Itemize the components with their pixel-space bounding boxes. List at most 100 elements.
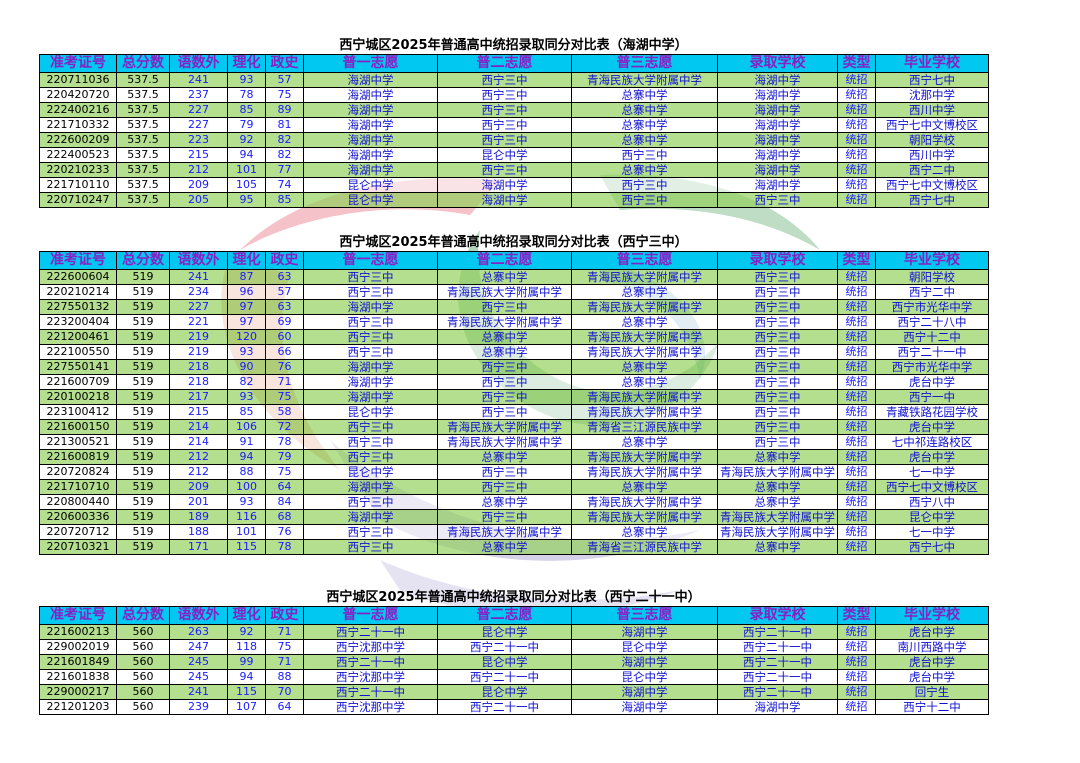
third-choice-cell: 青海民族大学附属中学 (571, 509, 718, 525)
admitted-school-cell: 西宁三中 (717, 389, 838, 405)
physics-chem-cell: 82 (227, 374, 266, 390)
chinese-math-english-cell: 209 (169, 177, 228, 193)
admitted-school-cell: 西宁三中 (717, 344, 838, 360)
admitted-school-cell: 西宁三中 (717, 269, 838, 285)
total-score-cell: 519 (116, 419, 170, 435)
type-cell: 统招 (837, 314, 876, 330)
table-title: 西宁城区2025年普通高中统招录取同分对比表（海湖中学） (339, 38, 688, 53)
third-choice-cell: 青海民族大学附属中学 (571, 72, 718, 88)
third-choice-cell: 总寨中学 (571, 117, 718, 133)
total-score-cell: 519 (116, 344, 170, 360)
type-cell: 统招 (837, 699, 876, 715)
chinese-math-english-cell: 247 (169, 639, 228, 655)
table-row: 221201203 560 239 107 64 西宁沈那中学 西宁二十一中 海湖中学 海湖中学… (39, 699, 989, 715)
total-score-cell: 537.5 (116, 87, 170, 103)
second-choice-cell: 西宁二十一中 (437, 639, 572, 655)
type-cell: 统招 (837, 359, 876, 375)
type-cell: 统招 (837, 284, 876, 300)
table-row: 221600150 519 214 106 72 西宁三中 青海民族大学附属中学 青海省三江源… (39, 419, 989, 435)
third-choice-cell: 青海省三江源民族中学 (571, 419, 718, 435)
exam-id-cell: 220210233 (39, 162, 117, 178)
second-choice-cell: 西宁三中 (437, 299, 572, 315)
third-choice-cell: 总寨中学 (571, 132, 718, 148)
third-choice-cell: 总寨中学 (571, 284, 718, 300)
second-choice-cell: 西宁三中 (437, 72, 572, 88)
column-header: 录取学校 (717, 251, 838, 270)
total-score-cell: 519 (116, 389, 170, 405)
table-row: 220100218 519 217 93 75 海湖中学 西宁三中 青海民族大学附属中学 西宁三… (39, 389, 989, 405)
second-choice-cell: 西宁三中 (437, 509, 572, 525)
physics-chem-cell: 92 (227, 624, 266, 640)
physics-chem-cell: 97 (227, 299, 266, 315)
graduate-school-cell: 西宁八中 (875, 494, 989, 510)
table-row: 227550141 519 218 90 76 海湖中学 西宁三中 总寨中学 西宁三中 统招 西宁市… (39, 359, 989, 375)
graduate-school-cell: 南川西路中学 (875, 639, 989, 655)
column-header: 普二志愿 (437, 606, 572, 625)
column-header: 准考证号 (39, 606, 117, 625)
first-choice-cell: 海湖中学 (303, 359, 438, 375)
third-choice-cell: 青海民族大学附属中学 (571, 449, 718, 465)
type-cell: 统招 (837, 87, 876, 103)
politics-history-cell: 82 (265, 132, 304, 148)
exam-id-cell: 221601849 (39, 654, 117, 670)
third-choice-cell: 青海民族大学附属中学 (571, 404, 718, 420)
exam-id-cell: 221710332 (39, 117, 117, 133)
third-choice-cell: 海湖中学 (571, 699, 718, 715)
total-score-cell: 537.5 (116, 147, 170, 163)
type-cell: 统招 (837, 72, 876, 88)
physics-chem-cell: 120 (227, 329, 266, 345)
physics-chem-cell: 94 (227, 449, 266, 465)
politics-history-cell: 88 (265, 669, 304, 685)
graduate-school-cell: 西宁十二中 (875, 699, 989, 715)
physics-chem-cell: 99 (227, 654, 266, 670)
exam-id-cell: 223200404 (39, 314, 117, 330)
admitted-school-cell: 海湖中学 (717, 117, 838, 133)
graduate-school-cell: 西宁二十一中 (875, 344, 989, 360)
second-choice-cell: 西宁二十一中 (437, 699, 572, 715)
chinese-math-english-cell: 227 (169, 299, 228, 315)
politics-history-cell: 84 (265, 494, 304, 510)
type-cell: 统招 (837, 434, 876, 450)
politics-history-cell: 68 (265, 509, 304, 525)
physics-chem-cell: 93 (227, 389, 266, 405)
third-choice-cell: 海湖中学 (571, 654, 718, 670)
column-header: 语数外 (169, 251, 228, 270)
exam-id-cell: 220210214 (39, 284, 117, 300)
column-header: 普三志愿 (571, 251, 718, 270)
table-row: 220210233 537.5 212 101 77 海湖中学 西宁三中 总寨中学 海湖中学 统招… (39, 162, 989, 178)
second-choice-cell: 青海民族大学附属中学 (437, 419, 572, 435)
second-choice-cell: 西宁三中 (437, 102, 572, 118)
table-row: 220420720 537.5 237 78 75 海湖中学 西宁三中 总寨中学 海湖中学 统招沈… (39, 87, 989, 103)
total-score-cell: 519 (116, 299, 170, 315)
physics-chem-cell: 96 (227, 284, 266, 300)
first-choice-cell: 海湖中学 (303, 117, 438, 133)
total-score-cell: 519 (116, 284, 170, 300)
type-cell: 统招 (837, 102, 876, 118)
column-header: 录取学校 (717, 54, 838, 73)
graduate-school-cell: 虎台中学 (875, 449, 989, 465)
type-cell: 统招 (837, 299, 876, 315)
table-row: 220800440 519 201 93 84 西宁三中 总寨中学 青海民族大学附属中学 总寨中… (39, 494, 989, 510)
exam-id-cell: 222400523 (39, 147, 117, 163)
type-cell: 统招 (837, 192, 876, 208)
physics-chem-cell: 107 (227, 699, 266, 715)
politics-history-cell: 71 (265, 374, 304, 390)
header-row: 准考证号 总分数 语数外 理化 政史 普一志愿 普二志愿 普三志愿 录取学校 类型 毕业学校 (39, 54, 989, 73)
physics-chem-cell: 118 (227, 639, 266, 655)
second-choice-cell: 总寨中学 (437, 344, 572, 360)
physics-chem-cell: 115 (227, 684, 266, 700)
graduate-school-cell: 西宁七中 (875, 539, 989, 555)
exam-id-cell: 229000217 (39, 684, 117, 700)
type-cell: 统招 (837, 524, 876, 540)
politics-history-cell: 81 (265, 117, 304, 133)
second-choice-cell: 西宁三中 (437, 359, 572, 375)
chinese-math-english-cell: 217 (169, 389, 228, 405)
total-score-cell: 537.5 (116, 117, 170, 133)
admitted-school-cell: 西宁三中 (717, 284, 838, 300)
column-header: 政史 (265, 606, 304, 625)
chinese-math-english-cell: 209 (169, 479, 228, 495)
total-score-cell: 560 (116, 654, 170, 670)
admitted-school-cell: 总寨中学 (717, 494, 838, 510)
second-choice-cell: 青海民族大学附属中学 (437, 434, 572, 450)
third-choice-cell: 青海民族大学附属中学 (571, 329, 718, 345)
